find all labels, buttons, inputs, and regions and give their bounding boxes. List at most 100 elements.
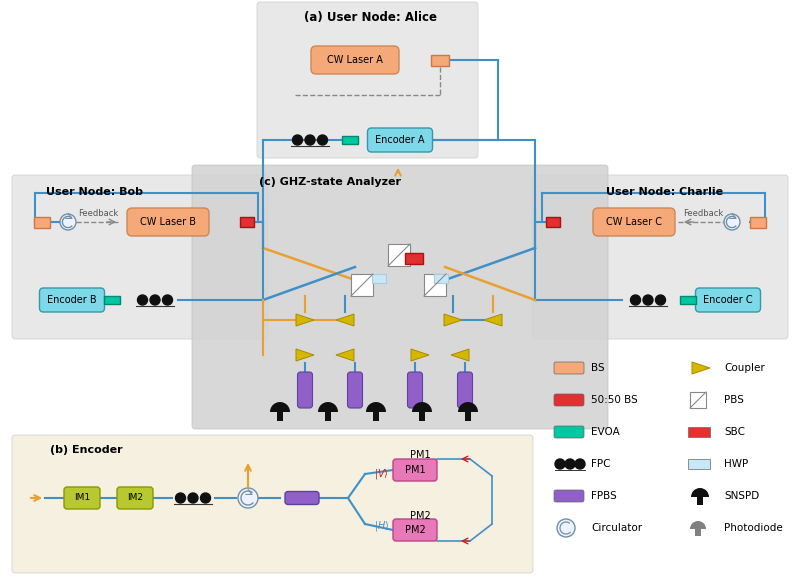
- Polygon shape: [444, 314, 462, 326]
- Bar: [342, 136, 358, 144]
- Bar: [680, 296, 696, 304]
- Text: FPC: FPC: [591, 459, 610, 469]
- Circle shape: [643, 295, 653, 305]
- Text: Encoder B: Encoder B: [47, 295, 97, 305]
- Text: HWP: HWP: [724, 459, 748, 469]
- Wedge shape: [366, 402, 386, 412]
- Text: User Node: Bob: User Node: Bob: [46, 187, 143, 197]
- FancyBboxPatch shape: [127, 208, 209, 236]
- Bar: [372, 274, 386, 282]
- FancyBboxPatch shape: [64, 487, 100, 509]
- FancyBboxPatch shape: [298, 372, 313, 408]
- Bar: [419, 412, 425, 421]
- Wedge shape: [412, 402, 432, 412]
- Text: SBC: SBC: [724, 427, 745, 437]
- Circle shape: [60, 214, 76, 230]
- FancyBboxPatch shape: [393, 519, 437, 541]
- Polygon shape: [296, 314, 314, 326]
- Text: CW Laser A: CW Laser A: [327, 55, 383, 65]
- Text: IM2: IM2: [127, 494, 143, 502]
- FancyBboxPatch shape: [12, 435, 533, 573]
- FancyBboxPatch shape: [117, 487, 153, 509]
- Text: PM2: PM2: [405, 525, 426, 535]
- Wedge shape: [270, 402, 290, 412]
- Bar: [690, 392, 706, 408]
- Bar: [240, 217, 254, 227]
- Bar: [465, 412, 471, 421]
- Bar: [388, 244, 410, 266]
- Text: Feedback: Feedback: [78, 209, 118, 219]
- Bar: [373, 412, 379, 421]
- Bar: [34, 216, 50, 227]
- Circle shape: [238, 488, 258, 508]
- Polygon shape: [296, 349, 314, 361]
- Wedge shape: [458, 402, 478, 412]
- Bar: [104, 296, 120, 304]
- FancyBboxPatch shape: [554, 490, 584, 502]
- Text: User Node: Charlie: User Node: Charlie: [606, 187, 723, 197]
- FancyBboxPatch shape: [347, 372, 362, 408]
- Bar: [434, 274, 448, 282]
- Circle shape: [293, 135, 302, 145]
- Text: Circulator: Circulator: [591, 523, 642, 533]
- Text: Encoder C: Encoder C: [703, 295, 753, 305]
- Text: FPBS: FPBS: [591, 491, 617, 501]
- Polygon shape: [451, 349, 469, 361]
- FancyBboxPatch shape: [695, 288, 761, 312]
- Text: BS: BS: [591, 363, 605, 373]
- Text: Photodiode: Photodiode: [724, 523, 782, 533]
- Circle shape: [150, 295, 160, 305]
- FancyBboxPatch shape: [39, 288, 105, 312]
- Circle shape: [565, 459, 575, 469]
- Text: PM1: PM1: [410, 450, 430, 460]
- Circle shape: [138, 295, 147, 305]
- Bar: [424, 274, 446, 296]
- Bar: [431, 55, 449, 66]
- Bar: [546, 217, 560, 227]
- Polygon shape: [411, 349, 429, 361]
- Circle shape: [575, 459, 585, 469]
- Text: CW Laser B: CW Laser B: [140, 217, 196, 227]
- Polygon shape: [336, 314, 354, 326]
- Wedge shape: [318, 402, 338, 412]
- Text: (c) GHZ-state Analyzer: (c) GHZ-state Analyzer: [259, 177, 401, 187]
- Text: 50:50 BS: 50:50 BS: [591, 395, 638, 405]
- Polygon shape: [484, 314, 502, 326]
- Text: (b) Encoder: (b) Encoder: [50, 445, 122, 455]
- Text: IM1: IM1: [74, 494, 90, 502]
- Polygon shape: [336, 349, 354, 361]
- Circle shape: [188, 493, 198, 503]
- Bar: [277, 412, 283, 421]
- FancyBboxPatch shape: [285, 491, 319, 505]
- Circle shape: [557, 519, 575, 537]
- FancyBboxPatch shape: [554, 362, 584, 374]
- Circle shape: [175, 493, 186, 503]
- Bar: [688, 459, 710, 469]
- FancyBboxPatch shape: [532, 175, 788, 339]
- FancyBboxPatch shape: [311, 46, 399, 74]
- Polygon shape: [692, 362, 710, 374]
- FancyBboxPatch shape: [12, 175, 268, 339]
- Text: EVOA: EVOA: [591, 427, 620, 437]
- Text: CW Laser C: CW Laser C: [606, 217, 662, 227]
- Bar: [695, 529, 701, 536]
- Circle shape: [630, 295, 641, 305]
- Bar: [405, 252, 423, 263]
- FancyBboxPatch shape: [593, 208, 675, 236]
- Bar: [351, 274, 373, 296]
- Text: PM2: PM2: [410, 511, 430, 521]
- FancyBboxPatch shape: [554, 426, 584, 438]
- Circle shape: [655, 295, 666, 305]
- Circle shape: [305, 135, 315, 145]
- Bar: [688, 427, 710, 437]
- Circle shape: [318, 135, 327, 145]
- Wedge shape: [690, 521, 706, 529]
- Bar: [325, 412, 331, 421]
- Wedge shape: [691, 488, 709, 497]
- Text: SNSPD: SNSPD: [724, 491, 759, 501]
- Text: Coupler: Coupler: [724, 363, 765, 373]
- Circle shape: [162, 295, 173, 305]
- FancyBboxPatch shape: [407, 372, 422, 408]
- Text: $|H\rangle$: $|H\rangle$: [374, 519, 390, 533]
- Text: Feedback: Feedback: [683, 209, 723, 219]
